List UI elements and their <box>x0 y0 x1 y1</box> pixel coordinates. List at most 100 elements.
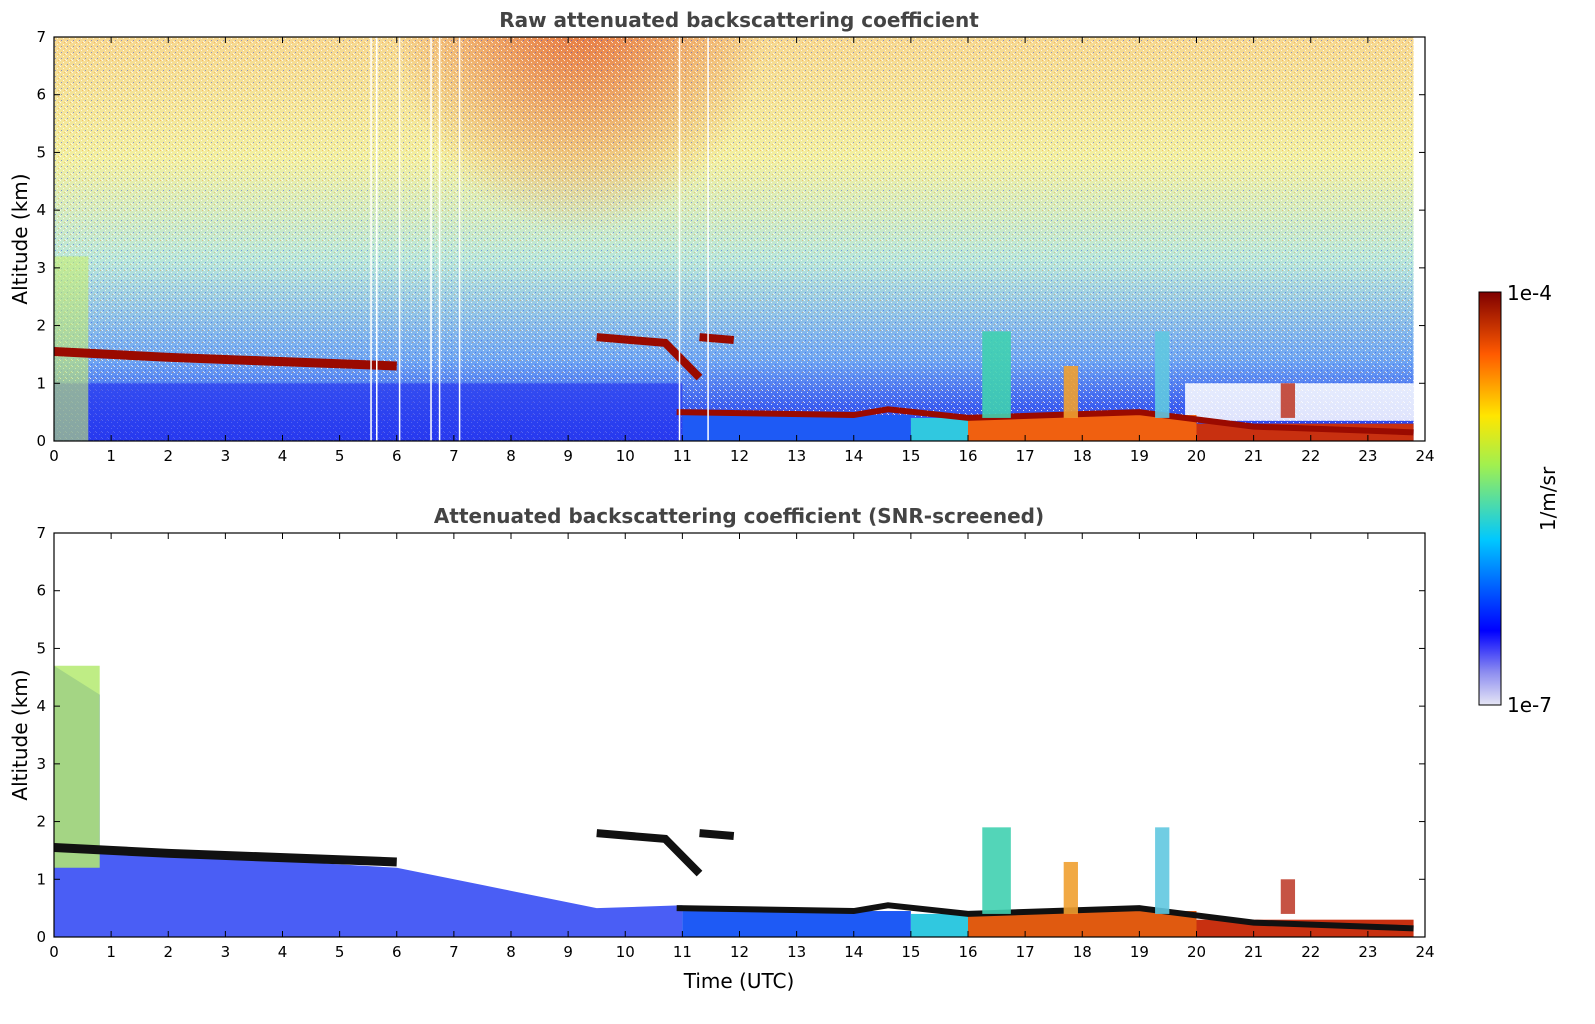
x-tick-label: 6 <box>392 943 402 961</box>
colorbar-min-label: 1e-7 <box>1507 693 1552 717</box>
noise-texture <box>54 37 1425 441</box>
x-tick-label: 4 <box>278 943 288 961</box>
boundary-layer-band <box>910 417 968 441</box>
y-tick-label: 7 <box>36 28 46 46</box>
x-axis-label: Time (UTC) <box>683 969 795 993</box>
x-tick-label: 21 <box>1244 943 1263 961</box>
heatmap-field <box>54 665 1414 937</box>
x-tick-label: 4 <box>278 447 288 465</box>
x-tick-label: 14 <box>844 943 863 961</box>
x-tick-label: 12 <box>730 447 749 465</box>
x-tick-label: 7 <box>449 943 459 961</box>
y-tick-label: 3 <box>36 755 46 773</box>
y-axis: 0 1 2 3 4 5 6 7 <box>36 28 1425 450</box>
elevated-layer <box>596 333 735 381</box>
x-tick-label: 3 <box>221 447 231 465</box>
convective-plume <box>982 827 1011 914</box>
x-tick-label: 8 <box>506 447 516 465</box>
y-tick-label: 2 <box>36 813 46 831</box>
x-tick-label: 24 <box>1415 943 1434 961</box>
y-tick-label: 0 <box>36 432 46 450</box>
colorbar-gradient <box>1478 291 1502 706</box>
y-axis-label: Altitude (km) <box>8 173 32 304</box>
aerosol-layer <box>54 843 397 867</box>
x-tick-label: 23 <box>1358 447 1377 465</box>
convective-plume <box>982 331 1011 418</box>
x-tick-label: 0 <box>49 943 59 961</box>
y-axis: 0 1 2 3 4 5 6 7 <box>36 524 1425 946</box>
y-tick-label: 4 <box>36 697 46 715</box>
y-tick-label: 5 <box>36 143 46 161</box>
x-tick-label: 14 <box>844 447 863 465</box>
x-tick-label: 1 <box>106 943 116 961</box>
x-tick-label: 18 <box>1073 943 1092 961</box>
convective-plume <box>1155 827 1170 914</box>
chart-title: Attenuated backscattering coefficient (S… <box>434 504 1044 528</box>
snr-screened-panel: Attenuated backscattering coefficient (S… <box>8 504 1435 993</box>
heatmap-field <box>54 37 1425 441</box>
x-tick-label: 9 <box>563 447 573 465</box>
x-tick-label: 2 <box>163 943 173 961</box>
x-tick-label: 6 <box>392 447 402 465</box>
near-surface-layer <box>54 383 683 441</box>
x-tick-label: 7 <box>449 447 459 465</box>
near-field-signal <box>54 665 100 868</box>
convective-plume <box>1063 861 1078 914</box>
x-tick-label: 11 <box>673 943 692 961</box>
y-tick-label: 2 <box>36 317 46 335</box>
x-tick-label: 19 <box>1130 447 1149 465</box>
x-tick-label: 15 <box>901 447 920 465</box>
x-axis: 0 1 2 3 4 5 6 7 8 9 10 11 12 13 14 15 16 17 18 19 20 21 22 23 24 <box>49 533 1435 961</box>
x-tick-label: 17 <box>1016 447 1035 465</box>
x-tick-label: 5 <box>335 447 345 465</box>
x-tick-label: 12 <box>730 943 749 961</box>
y-tick-label: 5 <box>36 639 46 657</box>
aerosol-features <box>54 665 1414 937</box>
convective-plume <box>1280 879 1296 914</box>
low-signal-gap <box>1185 383 1414 421</box>
x-tick-label: 0 <box>49 447 59 465</box>
y-tick-label: 3 <box>36 259 46 277</box>
y-tick-label: 7 <box>36 524 46 542</box>
x-tick-label: 24 <box>1415 447 1434 465</box>
x-tick-label: 19 <box>1130 943 1149 961</box>
x-tick-label: 9 <box>563 943 573 961</box>
convective-plume <box>1063 365 1078 418</box>
x-tick-label: 18 <box>1073 447 1092 465</box>
y-tick-label: 1 <box>36 374 46 392</box>
screened-aerosol-region <box>54 665 683 937</box>
x-tick-label: 21 <box>1244 447 1263 465</box>
x-tick-label: 15 <box>901 943 920 961</box>
x-tick-label: 22 <box>1301 447 1320 465</box>
x-tick-label: 13 <box>787 943 806 961</box>
y-tick-label: 4 <box>36 201 46 219</box>
x-tick-label: 23 <box>1358 943 1377 961</box>
y-tick-label: 6 <box>36 86 46 104</box>
x-tick-label: 10 <box>616 447 635 465</box>
x-tick-label: 1 <box>106 447 116 465</box>
boundary-layer-top <box>676 902 1414 932</box>
x-tick-label: 20 <box>1187 943 1206 961</box>
x-tick-label: 2 <box>163 447 173 465</box>
convective-plume <box>1155 331 1170 418</box>
x-tick-label: 20 <box>1187 447 1206 465</box>
x-tick-label: 16 <box>958 943 977 961</box>
x-tick-label: 22 <box>1301 943 1320 961</box>
x-tick-label: 3 <box>221 943 231 961</box>
x-tick-label: 16 <box>958 447 977 465</box>
boundary-layer-band <box>910 913 968 937</box>
x-tick-label: 5 <box>335 943 345 961</box>
elevated-layer <box>596 829 735 877</box>
x-tick-label: 10 <box>616 943 635 961</box>
blank-after-end <box>1413 37 1425 441</box>
aerosol-layer <box>54 347 397 371</box>
colorbar-unit-label: 1/m/sr <box>1536 466 1560 531</box>
x-tick-label: 8 <box>506 943 516 961</box>
boundary-layer-top <box>676 406 1414 436</box>
x-axis: 0 1 2 3 4 5 6 7 8 9 10 11 12 13 14 15 16 17 18 19 20 21 22 23 24 <box>49 37 1435 465</box>
y-tick-label: 1 <box>36 870 46 888</box>
convective-plume <box>1280 383 1296 418</box>
raw-backscatter-panel: Raw attenuated backscattering coefficien… <box>8 8 1435 465</box>
colorbar: 1e-4 1e-7 1/m/sr <box>1478 281 1560 717</box>
